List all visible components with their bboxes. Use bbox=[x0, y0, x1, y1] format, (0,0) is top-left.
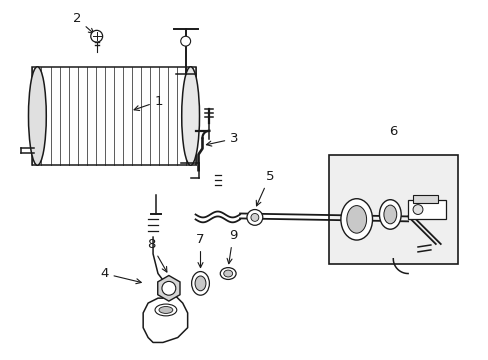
Text: 2: 2 bbox=[73, 12, 94, 33]
Ellipse shape bbox=[182, 67, 199, 165]
Ellipse shape bbox=[379, 200, 400, 229]
Polygon shape bbox=[158, 275, 180, 301]
Bar bbox=[412, 195, 437, 203]
Ellipse shape bbox=[383, 205, 396, 224]
Bar bbox=[328, 156, 457, 264]
Text: 8: 8 bbox=[146, 238, 166, 272]
Ellipse shape bbox=[28, 67, 46, 165]
Text: 4: 4 bbox=[100, 267, 141, 284]
Ellipse shape bbox=[195, 276, 205, 291]
Ellipse shape bbox=[346, 206, 366, 233]
Circle shape bbox=[246, 210, 262, 225]
Bar bbox=[32, 67, 195, 165]
Text: 6: 6 bbox=[388, 125, 397, 138]
Text: 1: 1 bbox=[134, 95, 163, 111]
Text: 7: 7 bbox=[196, 233, 204, 267]
Text: 5: 5 bbox=[256, 170, 273, 206]
Circle shape bbox=[181, 36, 190, 46]
Circle shape bbox=[412, 204, 422, 215]
Ellipse shape bbox=[340, 199, 372, 240]
Text: 3: 3 bbox=[206, 132, 238, 146]
Circle shape bbox=[250, 213, 258, 221]
Circle shape bbox=[91, 30, 102, 42]
Ellipse shape bbox=[224, 270, 232, 277]
Ellipse shape bbox=[220, 267, 236, 279]
Bar bbox=[407, 200, 445, 219]
Ellipse shape bbox=[191, 271, 209, 295]
Ellipse shape bbox=[159, 306, 172, 314]
Circle shape bbox=[162, 282, 175, 295]
Ellipse shape bbox=[155, 304, 177, 316]
Text: 9: 9 bbox=[226, 229, 237, 264]
